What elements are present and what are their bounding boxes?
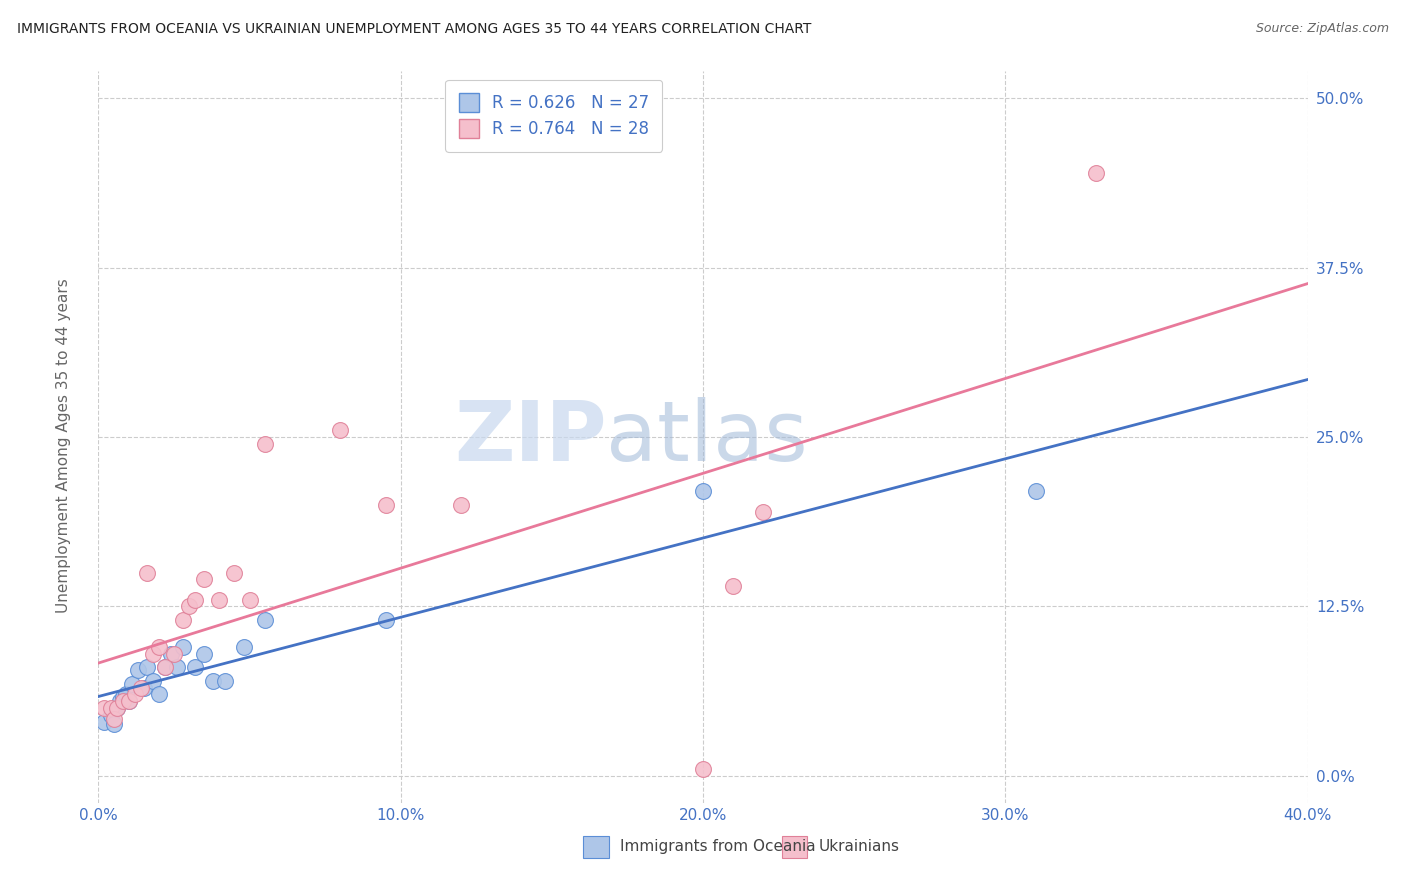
Point [111,694,134,708]
Point [129,681,152,695]
Point [239,592,262,607]
Point [132,681,155,695]
Text: atlas: atlas [606,397,808,477]
Point [184,592,207,607]
Point [103,717,125,731]
Point [148,688,170,702]
Point [103,712,125,726]
Point [108,694,131,708]
Point [160,647,183,661]
Point [127,663,149,677]
Point [208,592,231,607]
Point [153,660,176,674]
Point [202,673,225,688]
Point [193,647,215,661]
Text: ZIP: ZIP [454,397,606,477]
Point [135,660,157,674]
Point [100,701,122,715]
Point [121,676,143,690]
Point [450,498,472,512]
Point [179,599,201,614]
Point [752,505,775,519]
Point [214,673,236,688]
Point [172,613,194,627]
Point [93,714,115,729]
Point [1085,166,1108,180]
Point [118,694,141,708]
Text: Unemployment Among Ages 35 to 44 years: Unemployment Among Ages 35 to 44 years [56,278,70,614]
Point [118,694,141,708]
Point [193,572,215,586]
Point [135,566,157,580]
Text: Ukrainians: Ukrainians [818,839,900,855]
Point [232,640,254,654]
Point [111,690,134,705]
Point [253,437,276,451]
Point [374,613,396,627]
Legend: R = 0.626   N = 27, R = 0.764   N = 28: R = 0.626 N = 27, R = 0.764 N = 28 [446,79,662,152]
Point [253,613,276,627]
Point [184,660,207,674]
Point [142,647,165,661]
Point [1024,484,1046,499]
Point [163,647,186,661]
Point [93,701,115,715]
Point [100,707,122,722]
Point [153,660,176,674]
Point [329,423,352,437]
Point [166,660,188,674]
Point [723,579,745,593]
Point [374,498,396,512]
Point [114,688,136,702]
Point [105,701,128,715]
Point [105,701,128,715]
Point [224,566,246,580]
Point [692,484,714,499]
Point [124,688,146,702]
Point [172,640,194,654]
Text: Immigrants from Oceania: Immigrants from Oceania [620,839,815,855]
Text: IMMIGRANTS FROM OCEANIA VS UKRAINIAN UNEMPLOYMENT AMONG AGES 35 TO 44 YEARS CORR: IMMIGRANTS FROM OCEANIA VS UKRAINIAN UNE… [17,22,811,37]
Point [692,762,714,776]
Point [142,673,165,688]
Point [148,640,170,654]
Text: Source: ZipAtlas.com: Source: ZipAtlas.com [1256,22,1389,36]
